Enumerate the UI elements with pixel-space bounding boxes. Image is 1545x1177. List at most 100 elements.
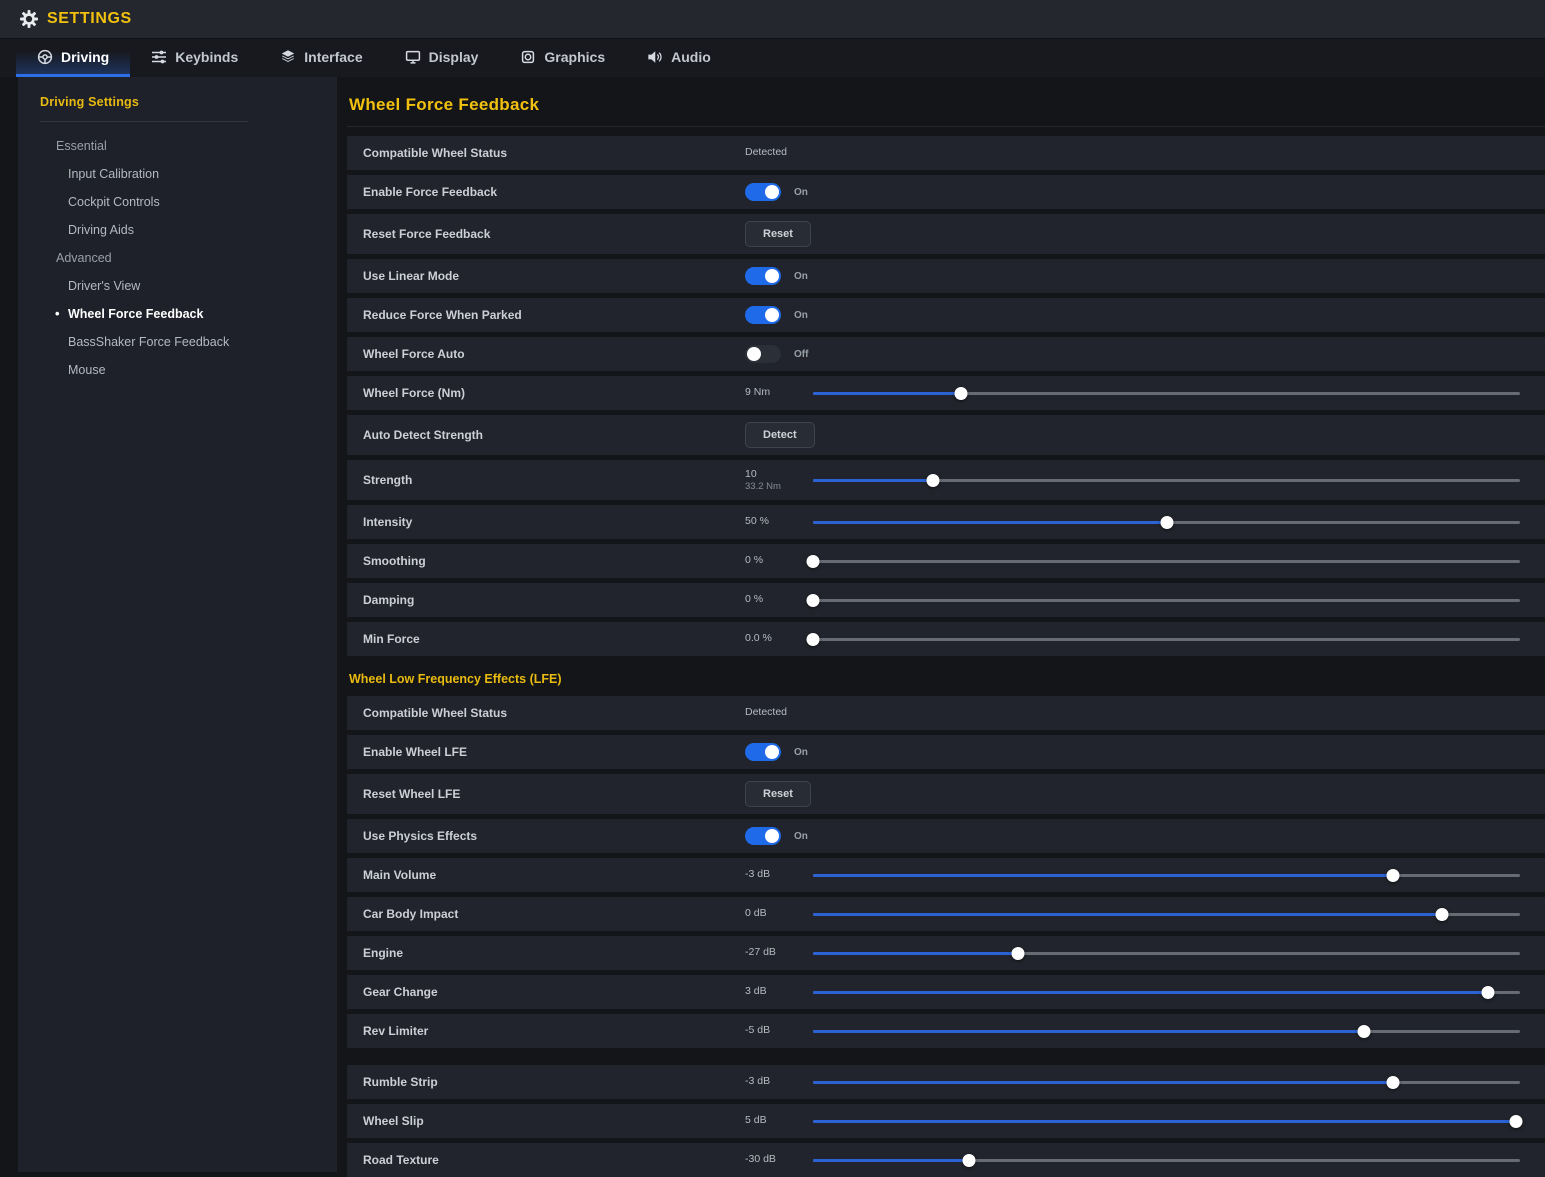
slider-primary-value: 0 % [745, 593, 764, 606]
monitor-icon [405, 49, 421, 65]
toggle-switch[interactable] [745, 345, 781, 363]
toggle-knob [765, 745, 779, 759]
setting-label: Engine [363, 946, 404, 960]
slider-fill [813, 990, 1489, 994]
slider-car-body-impact[interactable] [813, 907, 1520, 921]
tab-keybinds[interactable]: Keybinds [130, 39, 259, 77]
tab-label: Display [428, 48, 479, 65]
slider-rumble-strip[interactable] [813, 1075, 1520, 1089]
slider-intensity[interactable] [813, 515, 1520, 529]
detect-button[interactable]: Detect [745, 422, 815, 448]
setting-row-enable-force-feedback: Enable Force Feedback On [347, 175, 1545, 209]
sidebar-item-driving-aids[interactable]: Driving Aids [40, 216, 336, 244]
slider-main-volume[interactable] [813, 868, 1520, 882]
setting-label: Use Physics Effects [363, 829, 478, 843]
tab-display[interactable]: Display [384, 39, 500, 77]
sidebar-item-wheel-force-feedback[interactable]: • Wheel Force Feedback [40, 300, 336, 328]
slider-fill [813, 951, 1019, 955]
tabbar: Driving Keybinds Interface Display Graphics A… [0, 39, 1545, 77]
slider-knob[interactable] [806, 554, 820, 568]
slider-value: 9 Nm [745, 386, 813, 399]
slider-track[interactable] [813, 637, 1520, 641]
chip-icon [520, 49, 536, 65]
tab-graphics[interactable]: Graphics [499, 39, 626, 77]
sidebar-item-advanced: Advanced [40, 244, 336, 272]
slider-knob[interactable] [1386, 1075, 1400, 1089]
slider-primary-value: -3 dB [745, 1075, 771, 1088]
slider-track[interactable] [813, 559, 1520, 563]
setting-row-car-body-impact: Car Body Impact 0 dB [347, 897, 1545, 931]
slider-value: 5 dB [745, 1114, 813, 1127]
slider-knob[interactable] [1357, 1024, 1371, 1038]
sidebar-item-mouse[interactable]: Mouse [40, 356, 336, 384]
toggle-switch[interactable] [745, 827, 781, 845]
slider-wheel-slip[interactable] [813, 1114, 1523, 1128]
slider-value: 0 % [745, 593, 813, 606]
slider-smoothing[interactable] [806, 554, 1520, 568]
slider-road-texture[interactable] [813, 1153, 1520, 1167]
sidebar-item-bassshaker-force-feedback[interactable]: BassShaker Force Feedback [40, 328, 336, 356]
reset-button[interactable]: Reset [745, 781, 811, 807]
setting-label: Wheel Slip [363, 1114, 424, 1128]
setting-label: Intensity [363, 515, 413, 529]
slider-track[interactable] [813, 951, 1520, 955]
section-divider [347, 126, 1545, 127]
slider-fill [813, 1158, 969, 1162]
slider-knob[interactable] [1160, 515, 1173, 529]
setting-row-reset-wheel-lfe: Reset Wheel LFE Reset [347, 774, 1545, 814]
setting-row-min-force: Min Force 0.0 % [347, 622, 1545, 656]
toggle-knob [765, 185, 779, 199]
slider-knob[interactable] [1386, 868, 1400, 882]
slider-knob[interactable] [1509, 1114, 1523, 1128]
setting-row-rumble-strip: Rumble Strip -3 dB [347, 1065, 1545, 1099]
slider-wheel-force-nm[interactable] [813, 386, 1520, 400]
slider-gear-change[interactable] [813, 985, 1520, 999]
tab-driving[interactable]: Driving [16, 39, 131, 77]
setting-label: Use Linear Mode [363, 269, 460, 283]
tab-label: Keybinds [175, 48, 239, 65]
slider-engine[interactable] [813, 946, 1520, 960]
slider-track[interactable] [813, 478, 1520, 482]
slider-damping[interactable] [806, 593, 1520, 607]
sidebar-item-driver-s-view[interactable]: Driver's View [40, 272, 336, 300]
toggle-knob [747, 347, 761, 361]
slider-knob[interactable] [1481, 985, 1495, 999]
tab-label: Graphics [544, 48, 606, 65]
setting-label: Compatible Wheel Status [363, 706, 508, 720]
slider-knob[interactable] [806, 593, 820, 607]
toggle-switch[interactable] [745, 183, 781, 201]
tab-interface[interactable]: Interface [259, 39, 383, 77]
sidebar-item-label: Advanced [56, 251, 112, 265]
sidebar: Driving Settings Essential Input Calibrat… [18, 77, 336, 1172]
sidebar-item-input-calibration[interactable]: Input Calibration [40, 160, 336, 188]
toggle-switch[interactable] [745, 267, 781, 285]
setting-label: Reduce Force When Parked [363, 308, 522, 322]
slider-min-force[interactable] [806, 632, 1520, 646]
slider-fill [813, 520, 1167, 524]
slider-track[interactable] [813, 598, 1520, 602]
speaker-icon [647, 49, 663, 65]
setting-label: Gear Change [363, 985, 438, 999]
slider-track[interactable] [813, 391, 1520, 395]
slider-knob[interactable] [1435, 907, 1449, 921]
slider-knob[interactable] [806, 632, 820, 646]
slider-knob[interactable] [926, 473, 940, 487]
sidebar-item-cockpit-controls[interactable]: Cockpit Controls [40, 188, 336, 216]
layers-icon [280, 49, 296, 65]
tab-audio[interactable]: Audio [626, 39, 732, 77]
reset-button[interactable]: Reset [745, 221, 811, 247]
slider-fill [813, 391, 962, 395]
slider-knob[interactable] [1011, 946, 1025, 960]
slider-strength[interactable] [813, 473, 1520, 487]
slider-knob[interactable] [954, 386, 968, 400]
toggle-state-label: Off [794, 348, 809, 360]
setting-label: Road Texture [363, 1153, 439, 1167]
slider-knob[interactable] [962, 1153, 976, 1167]
slider-rev-limiter[interactable] [813, 1024, 1520, 1038]
slider-track[interactable] [813, 1158, 1520, 1162]
setting-row-compatible-wheel-status: Compatible Wheel Status Detected [347, 136, 1545, 170]
toggle-switch[interactable] [745, 743, 781, 761]
slider-primary-value: -27 dB [745, 946, 776, 959]
toggle-switch[interactable] [745, 306, 781, 324]
setting-row-reduce-force-when-parked: Reduce Force When Parked On [347, 298, 1545, 332]
